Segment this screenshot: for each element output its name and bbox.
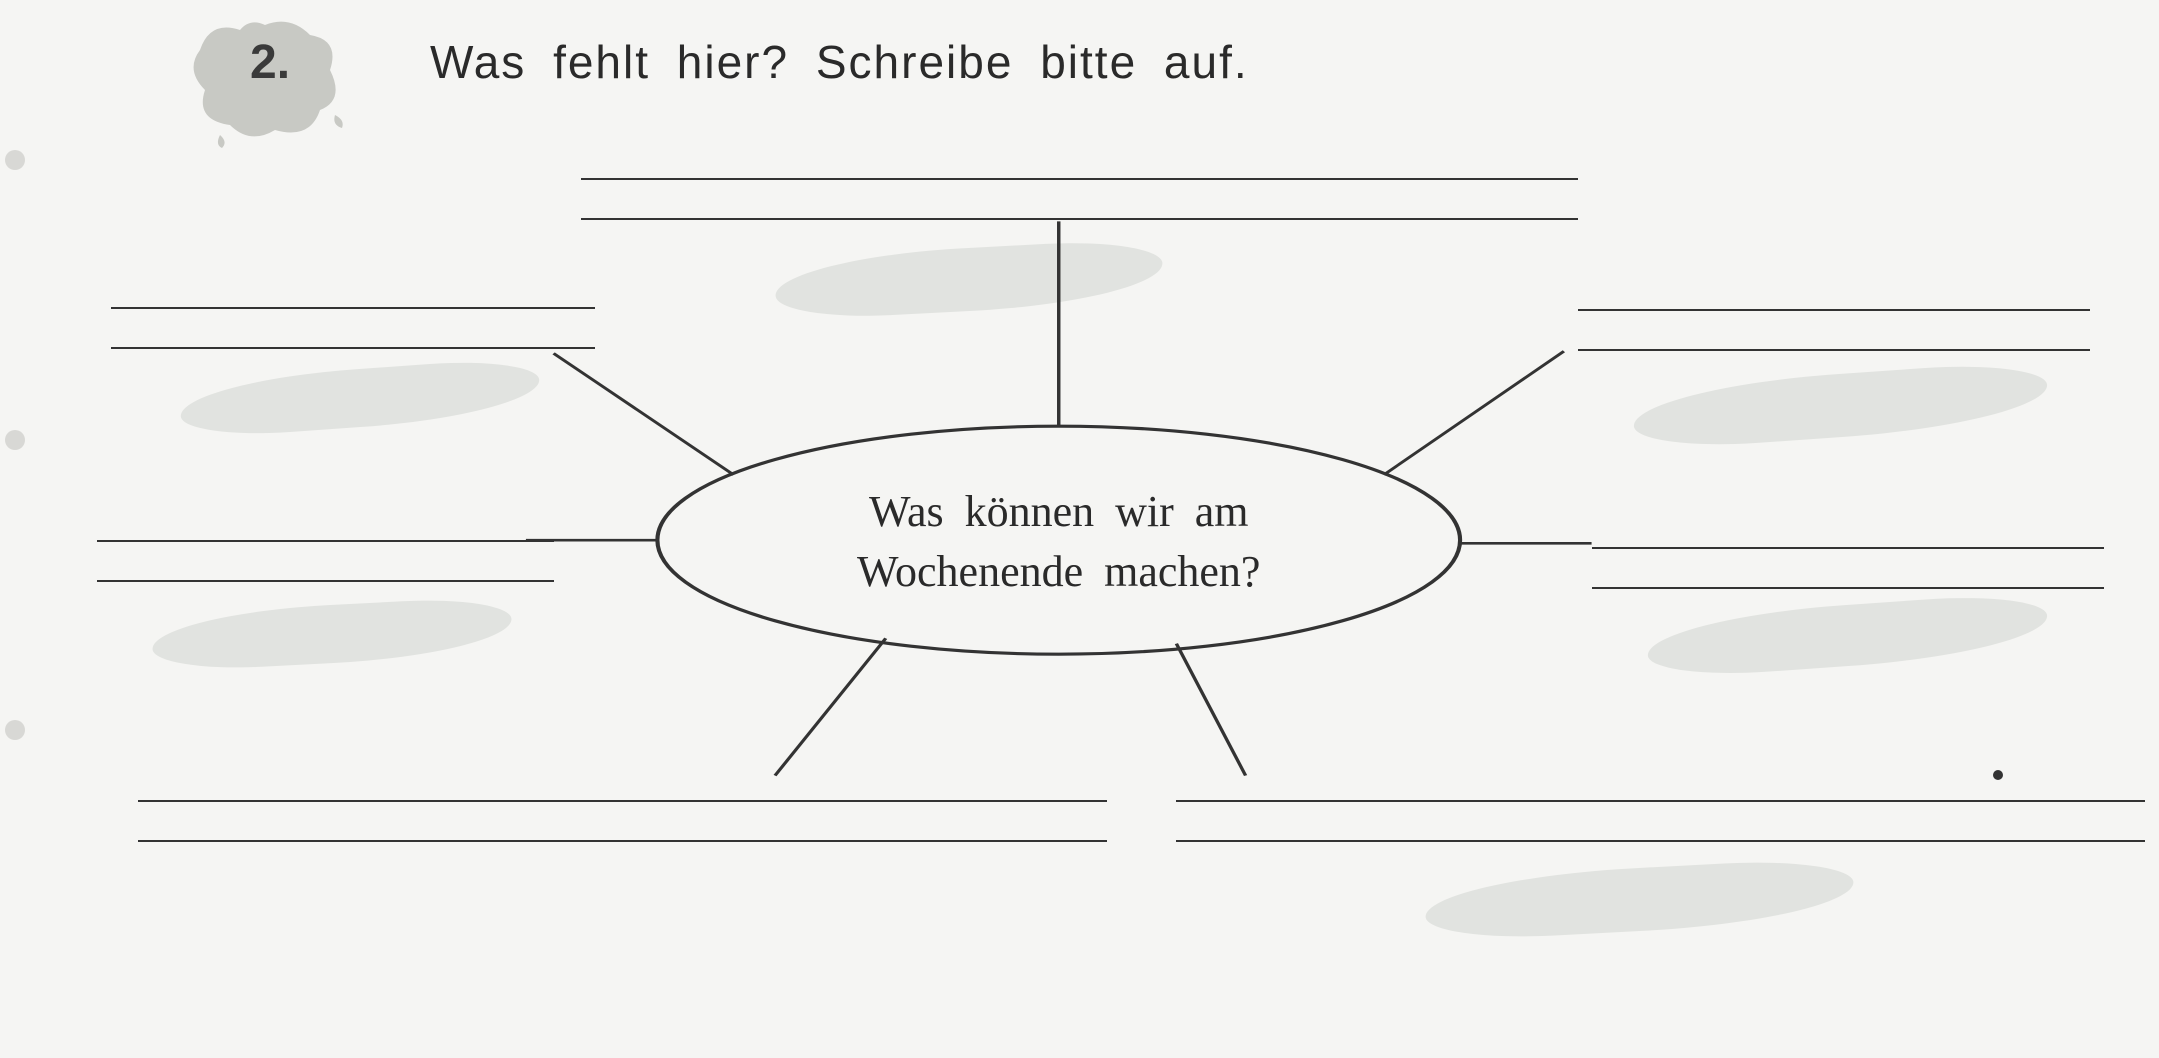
center-line-1: Was können wir am — [869, 487, 1249, 536]
worksheet-page: 2. Was fehlt hier? Schreibe bitte auf. W… — [0, 0, 2159, 1058]
mind-map-diagram: Was können wir am Wochenende machen? — [0, 100, 2159, 1050]
question-text: Was fehlt hier? Schreibe bitte auf. — [430, 35, 1249, 89]
center-question: Was können wir am Wochenende machen? — [699, 482, 1419, 601]
question-number: 2. — [250, 35, 290, 90]
center-line-2: Wochenende machen? — [857, 547, 1260, 596]
